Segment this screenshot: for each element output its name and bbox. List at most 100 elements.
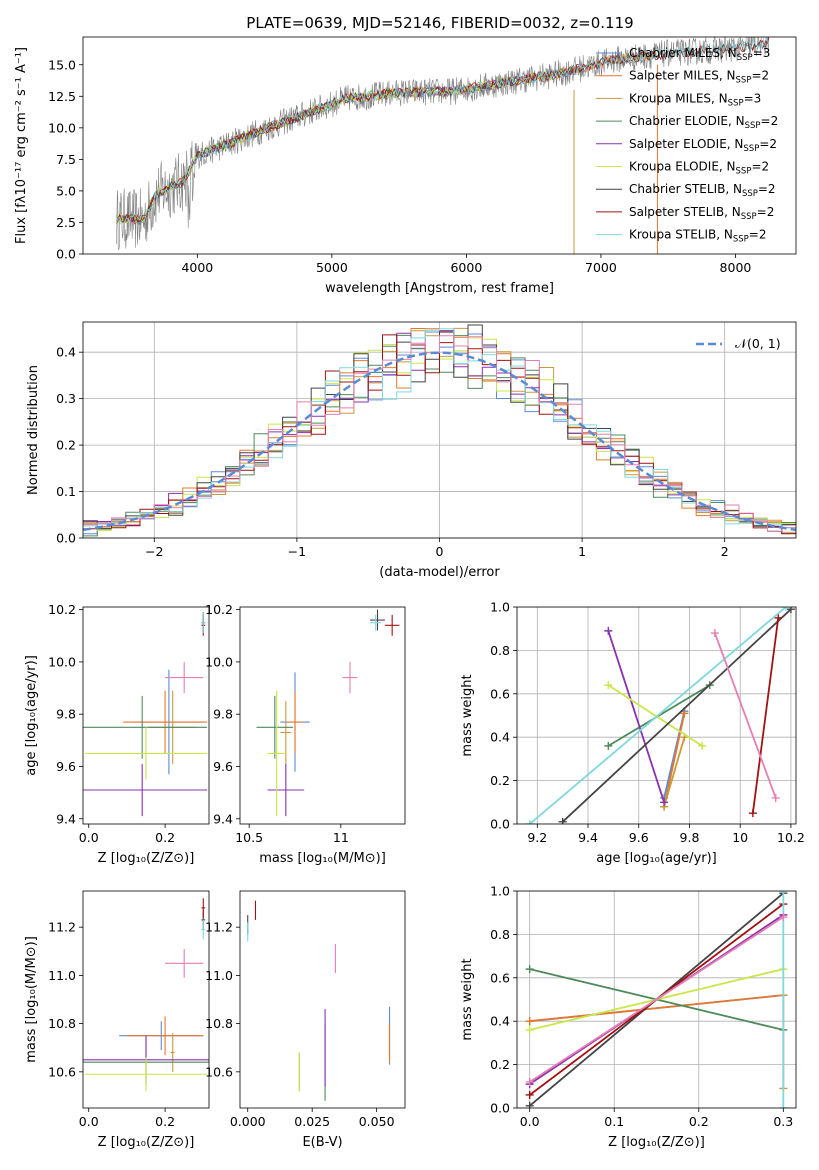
legend-label: Chabrier STELIB, NSSP=2: [629, 182, 776, 199]
y-tick-label: 2.5: [56, 215, 76, 230]
y-tick-label: 0.2: [490, 1057, 510, 1072]
weight-marker: [604, 741, 613, 750]
legend-label: Salpeter ELODIE, NSSP=2: [629, 137, 777, 154]
normal-curve: [83, 351, 796, 532]
x-tick-label: −1: [288, 544, 306, 559]
x-axis-label: mass [log₁₀(M/M⊙)]: [259, 851, 386, 866]
axes-frame: [82, 36, 797, 255]
plot-area: [83, 898, 209, 1092]
y-tick-label: 0.6: [490, 970, 510, 985]
x-tick-label: 9.6: [629, 830, 649, 845]
x-tick-label: 0.3: [773, 1114, 793, 1129]
y-tick-label: 11.2: [48, 920, 76, 935]
weight-line: [713, 632, 777, 799]
legend-label: Salpeter STELIB, NSSP=2: [629, 205, 774, 222]
chart-2: −2 −1 0 1 2 0.0 0.1 0.2 0.3 0.4 (data-model)/error…: [26, 321, 797, 580]
weight-line: [663, 713, 686, 807]
weight-marker: [604, 626, 613, 635]
weight-marker: [525, 1025, 534, 1034]
y-tick-label: 0.0: [490, 817, 510, 832]
x-axis-label: Z [log₁₀(Z/Z⊙)]: [608, 1135, 705, 1150]
y-tick-label: 9.4: [213, 811, 233, 826]
chart-6: 0.0 0.2 10.6 10.8 11.0 11.2 Z [log₁₀(Z/Z⊙)] mas…: [24, 890, 210, 1150]
x-axis-label: wavelength [Angstrom, rest frame]: [325, 281, 554, 296]
x-tick-label: 1: [578, 544, 586, 559]
y-tick-label: 11.2: [205, 920, 233, 935]
weight-marker: [525, 1017, 534, 1026]
weight-marker: [748, 809, 757, 818]
axes-frame: [82, 890, 210, 1109]
weight-marker: [779, 1104, 788, 1108]
axes-frame: [82, 321, 797, 539]
y-tick-label: 10.0: [48, 654, 76, 669]
weight-marker: [525, 1090, 534, 1099]
y-tick-label: 12.5: [48, 89, 76, 104]
x-tick-label: −2: [145, 544, 163, 559]
chart-5: 9.2 9.4 9.6 9.8 10 10.2 0.0 0.2 0.4 0.6 0.8 1.0 age …: [460, 600, 805, 867]
weight-marker: [525, 820, 534, 824]
x-tick-label: 0.0: [79, 830, 99, 845]
weight-marker: [786, 607, 795, 614]
x-axis-label: Z [log₁₀(Z/Z⊙)]: [98, 851, 195, 866]
x-tick-label: 6000: [450, 260, 482, 275]
spectrum-model-line: [116, 37, 770, 225]
plot-area: [247, 900, 391, 1101]
legend-label: Salpeter MILES, NSSP=2: [629, 69, 769, 86]
x-tick-label: 10.5: [235, 830, 263, 845]
plot-area: [256, 609, 400, 817]
weight-marker: [525, 1101, 534, 1108]
weight-marker: [771, 793, 780, 802]
y-tick-label: 1.0: [490, 600, 510, 615]
weight-marker: [680, 709, 689, 718]
x-tick-label: 2: [721, 544, 729, 559]
y-tick-label: 15.0: [48, 57, 76, 72]
x-tick-label: 0: [436, 544, 444, 559]
chart-3: 0.0 0.2 9.4 9.6 9.8 10.0 10.2 Z [log₁₀(Z/Z⊙)] ag…: [24, 602, 210, 866]
x-axis-label: Z [log₁₀(Z/Z⊙)]: [98, 1135, 195, 1150]
y-tick-label: 10.2: [205, 602, 233, 617]
weight-line: [529, 994, 784, 1023]
y-tick-label: 11.0: [205, 968, 233, 983]
weight-marker: [774, 613, 783, 622]
y-axis-label: mass [log₁₀(M/M⊙)]: [24, 936, 39, 1063]
x-tick-label: 0.2: [155, 1114, 175, 1129]
histogram-step-line: [83, 328, 796, 529]
y-tick-label: 0.4: [490, 1014, 510, 1029]
y-tick-label: 0.2: [56, 438, 76, 453]
plot-area: [517, 607, 796, 824]
y-axis-label: age [log₁₀(age/yr)]: [24, 655, 39, 776]
x-tick-label: 0.000: [230, 1114, 266, 1129]
plot-area: [83, 322, 796, 538]
legend-label: Kroupa ELODIE, NSSP=2: [629, 160, 769, 177]
weight-line: [607, 630, 665, 803]
weight-marker: [698, 741, 707, 750]
weight-line: [562, 608, 792, 823]
y-axis-label: Flux [fλ10⁻¹⁷ erg cm⁻² s⁻¹ A⁻¹]: [14, 47, 29, 244]
legend-label: Chabrier MILES, NSSP=3: [629, 46, 770, 63]
x-tick-label: 0.1: [604, 1114, 624, 1129]
y-tick-label: 0.6: [490, 686, 510, 701]
spectrum-model-line: [116, 38, 770, 224]
legend-label: Kroupa MILES, NSSP=3: [629, 91, 761, 108]
x-tick-label: 9.2: [527, 830, 547, 845]
weight-marker: [710, 629, 719, 638]
x-tick-label: 10: [732, 830, 748, 845]
weight-line: [529, 916, 784, 1083]
plot-area: [83, 612, 208, 817]
y-tick-label: 7.5: [56, 152, 76, 167]
spectrum-model-line: [116, 65, 574, 224]
legend-label: Kroupa STELIB, NSSP=2: [629, 228, 767, 245]
x-tick-label: 9.4: [578, 830, 598, 845]
y-tick-label: 0.0: [490, 1101, 510, 1116]
y-tick-label: 10.8: [205, 1016, 233, 1031]
axes-frame: [239, 890, 406, 1109]
weight-marker: [558, 817, 567, 824]
weight-marker: [525, 965, 534, 974]
chart-4: 10.5 11 9.4 9.6 9.8 10.0 10.2 mass [log₁₀(M/M⊙)…: [205, 602, 406, 866]
y-tick-label: 9.6: [213, 759, 233, 774]
axes-frame: [82, 606, 210, 825]
x-tick-label: 11: [333, 830, 349, 845]
chart-8: 0.0 0.1 0.2 0.3 0.0 0.2 0.4 0.6 0.8 1.0 Z [log₁₀(Z…: [460, 884, 797, 1150]
y-tick-label: 9.8: [56, 707, 76, 722]
y-tick-label: 0.4: [56, 345, 76, 360]
